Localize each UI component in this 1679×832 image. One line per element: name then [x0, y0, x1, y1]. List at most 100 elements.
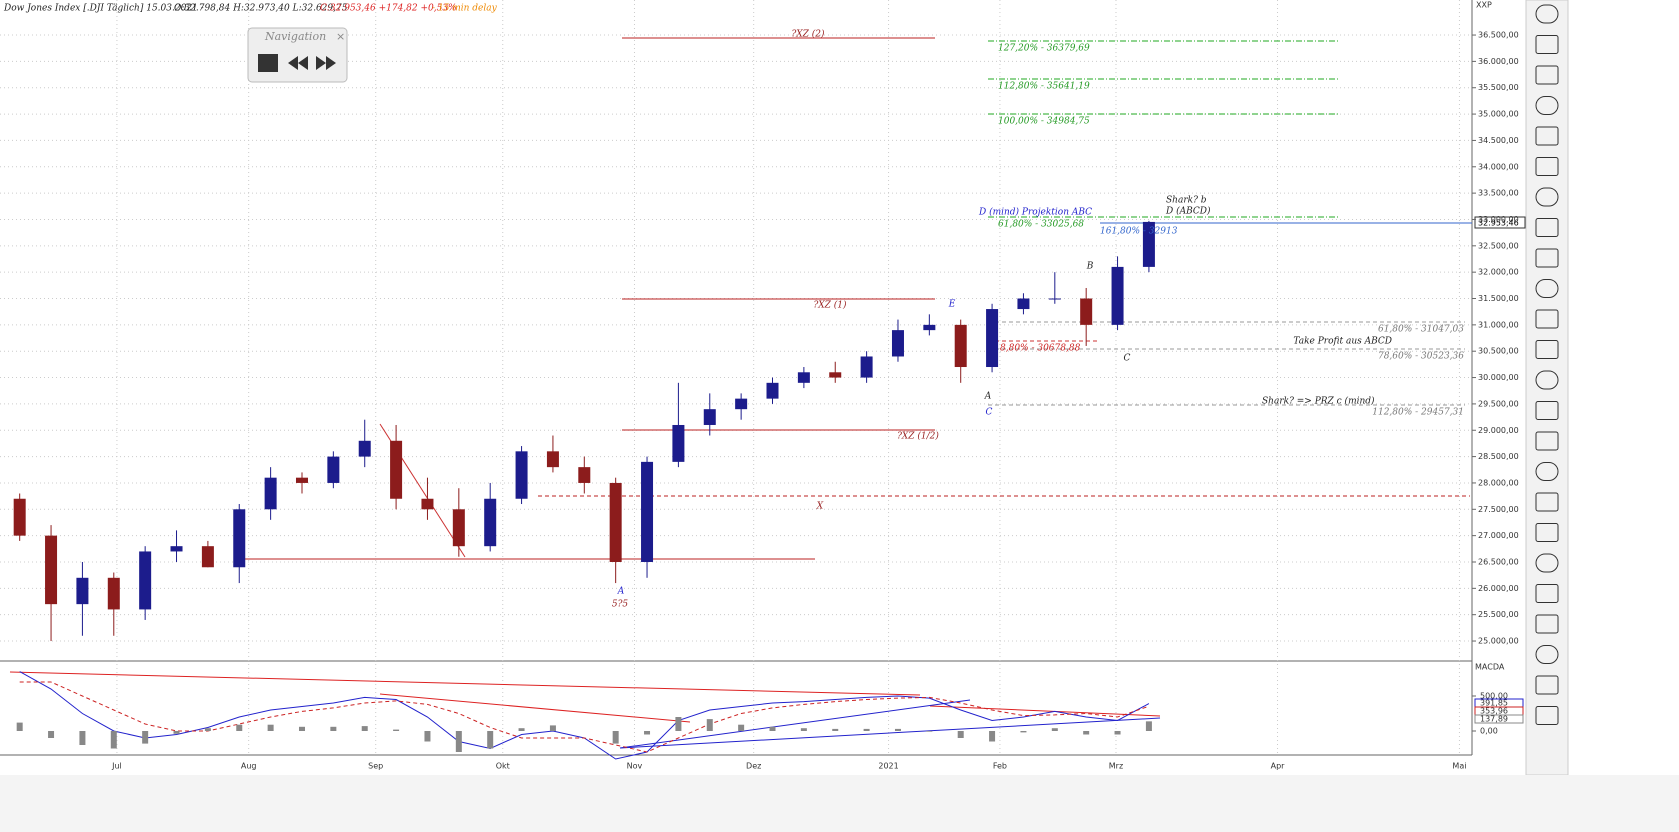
candle-body — [515, 451, 528, 499]
y-tick-label: 29.500,00 — [1478, 399, 1519, 408]
y-tick-label: 29.000,00 — [1478, 426, 1519, 435]
x-tick-label: Okt — [496, 762, 510, 771]
x-tick-label: Sep — [368, 762, 383, 771]
y-tick-label: 36.000,00 — [1478, 57, 1519, 66]
candle-body — [860, 356, 873, 378]
tool-button[interactable] — [1535, 309, 1559, 329]
candle-body — [76, 577, 89, 605]
tool-button[interactable] — [1535, 35, 1559, 54]
navigation-title: Navigation — [264, 30, 326, 43]
candle-body — [390, 440, 403, 499]
candle-body — [829, 372, 842, 378]
tool-button[interactable] — [1535, 370, 1559, 390]
candle-body — [1017, 298, 1030, 310]
tool-button[interactable] — [1535, 340, 1559, 359]
histogram-bar — [424, 730, 431, 742]
histogram-bar — [706, 719, 713, 731]
trend-line — [9, 671, 921, 696]
y-tick-label: 33.000,00 — [1478, 215, 1519, 224]
last-value-label: 137,89 — [1480, 715, 1508, 724]
header-ohlc: O:32.798,84 H:32.973,40 L:32.629,75 — [174, 4, 348, 14]
candle-body — [107, 577, 120, 610]
forward-button[interactable] — [316, 56, 336, 70]
y-tick-label: 31.500,00 — [1478, 294, 1519, 303]
tool-button[interactable] — [1535, 218, 1559, 237]
trend-line — [379, 693, 691, 723]
candle-body — [891, 330, 904, 357]
navigation-panel: Navigation × — [247, 27, 348, 83]
histogram-bar — [612, 730, 619, 744]
candle-body — [295, 477, 308, 483]
y-tick-label: 30.000,00 — [1478, 373, 1519, 382]
tool-button[interactable] — [1535, 645, 1559, 664]
annotation: 8,80% - 30678,88 — [1000, 344, 1081, 354]
tool-button[interactable] — [1535, 279, 1559, 298]
tool-button[interactable] — [1535, 492, 1559, 512]
histogram-bar — [16, 722, 23, 731]
tool-button[interactable] — [1535, 431, 1559, 451]
tool-button[interactable] — [1535, 248, 1559, 268]
y-tick-label: 28.500,00 — [1478, 452, 1519, 461]
tool-button[interactable] — [1535, 584, 1559, 603]
tool-button[interactable] — [1535, 706, 1559, 725]
annotation: Shark? => PRZ c (mind) — [1262, 396, 1375, 407]
tool-button[interactable] — [1535, 523, 1559, 542]
y-tick-label: 32.500,00 — [1478, 241, 1519, 250]
last-value-box — [1474, 714, 1524, 724]
tool-button[interactable] — [1535, 614, 1559, 634]
close-button[interactable]: × — [336, 30, 345, 43]
histogram-bar — [518, 728, 525, 731]
x-tick-label: 2021 — [878, 762, 898, 771]
annotation: 61,80% - 31047,03 — [1378, 325, 1464, 335]
candle-body — [954, 324, 967, 368]
back-button[interactable] — [288, 56, 308, 70]
candle-body — [201, 546, 214, 568]
annotation: X — [816, 502, 824, 512]
axis-symbol: XXP — [1476, 1, 1492, 10]
tool-button[interactable] — [1535, 675, 1559, 695]
histogram-bar — [800, 728, 807, 731]
tool-button[interactable] — [1535, 401, 1559, 420]
tool-button[interactable] — [1535, 553, 1559, 573]
annotation: C — [1124, 354, 1131, 364]
candle-body — [327, 456, 340, 483]
y-tick-label: 0,00 — [1480, 726, 1498, 735]
y-tick-label: 35.000,00 — [1478, 110, 1519, 119]
y-tick-label: 31.000,00 — [1478, 320, 1519, 329]
tool-button[interactable] — [1535, 187, 1559, 207]
annotation: D (ABCD) — [1165, 206, 1211, 217]
annotation: D (mind) Projektion ABC — [978, 207, 1092, 218]
candle-body — [45, 535, 58, 605]
header-delay: - 15 min delay — [432, 4, 498, 14]
tool-button[interactable] — [1535, 4, 1559, 24]
candle-body — [452, 509, 465, 547]
annotation: 161,80% - 32913 — [1100, 227, 1178, 237]
tool-button[interactable] — [1535, 96, 1559, 115]
y-tick-label: 33.500,00 — [1478, 189, 1519, 198]
last-price: 32.953,46 — [1478, 219, 1519, 228]
histogram-bar — [769, 726, 776, 731]
candle-body — [546, 451, 559, 468]
x-tick-label: Mrz — [1109, 762, 1123, 771]
candle-body — [13, 498, 26, 536]
histogram-bar — [142, 730, 149, 744]
plot — [0, 0, 1472, 755]
tool-button[interactable] — [1535, 157, 1559, 176]
tool-button[interactable] — [1535, 462, 1559, 481]
histogram-bar — [894, 728, 901, 731]
grid-button[interactable] — [258, 54, 278, 72]
tool-button[interactable] — [1535, 126, 1559, 146]
status-area — [0, 775, 1679, 832]
y-tick-label: 35.500,00 — [1478, 83, 1519, 92]
candle-body — [986, 309, 999, 368]
tool-button[interactable] — [1535, 65, 1559, 85]
histogram-bar — [644, 730, 651, 735]
histogram-bar — [863, 728, 870, 731]
histogram-bar — [926, 730, 933, 732]
annotation: 100,00% - 34984,75 — [998, 117, 1090, 127]
candle-body — [1048, 298, 1061, 300]
last-price-box — [1474, 216, 1526, 229]
x-tick-label: Dez — [746, 762, 761, 771]
candle-body — [264, 477, 277, 510]
